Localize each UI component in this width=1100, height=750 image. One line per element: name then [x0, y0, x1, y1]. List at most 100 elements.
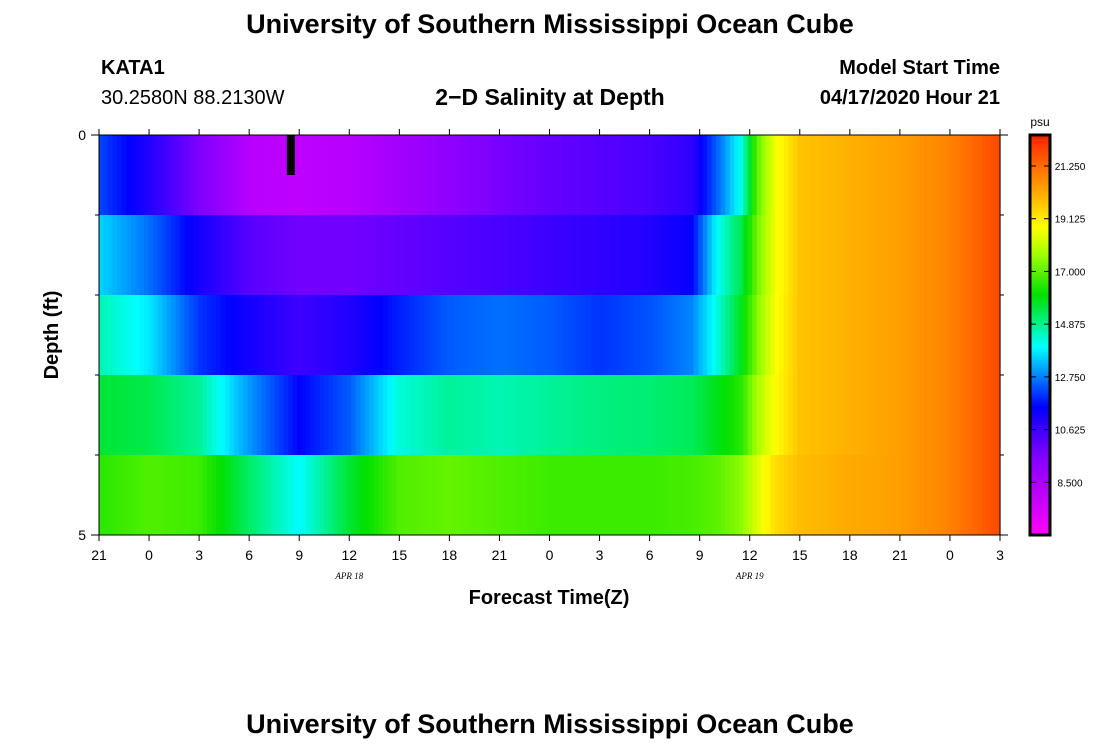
heat-cell [869, 215, 875, 295]
heat-cell [662, 375, 668, 455]
heat-cell [135, 295, 141, 375]
heat-cell [117, 135, 123, 215]
heat-cell [117, 215, 123, 295]
heat-cell [391, 455, 397, 535]
heat-cell [549, 295, 555, 375]
heat-cell [833, 375, 839, 455]
heat-cell [819, 135, 825, 215]
heat-cell [617, 135, 623, 215]
heat-cell [882, 215, 888, 295]
heat-cell [815, 135, 821, 215]
heat-cell [639, 135, 645, 215]
heat-cell [765, 295, 771, 375]
heat-cell [959, 295, 965, 375]
heat-cell [846, 455, 852, 535]
heat-cell [626, 455, 632, 535]
heat-cell [130, 455, 136, 535]
heat-cell [427, 375, 433, 455]
heat-cell [824, 455, 830, 535]
heat-cell [626, 215, 632, 295]
heat-cell [743, 135, 749, 215]
heat-cell [153, 295, 159, 375]
heat-cell [486, 215, 492, 295]
heat-cell [981, 455, 988, 535]
heat-cell [382, 135, 388, 215]
heat-cell [211, 455, 217, 535]
x-tick-label: 3 [596, 547, 604, 563]
heat-cell [972, 215, 979, 295]
heat-cell [274, 375, 280, 455]
heat-cell [770, 215, 776, 295]
heat-cell [378, 295, 384, 375]
heat-cell [846, 135, 852, 215]
heat-cell [490, 215, 497, 295]
heat-cell [801, 135, 807, 215]
heat-cell [576, 215, 582, 295]
heat-cell [301, 215, 307, 295]
heat-cell [180, 375, 186, 455]
heat-cell [743, 455, 749, 535]
heat-cell [288, 455, 294, 535]
heat-cell [918, 215, 925, 295]
x-axis: 21 0 3 6 9 12 15 18 21 0 3 6 9 12 15 18 21 0 3 APR 18 APR 19 [91, 129, 1004, 581]
heat-cell [968, 375, 974, 455]
heat-cell [189, 455, 195, 535]
heat-cell [783, 295, 789, 375]
heat-cell [436, 455, 442, 535]
heat-cell [360, 375, 366, 455]
heat-cell [297, 135, 303, 215]
heat-cell [711, 375, 717, 455]
heat-cell [229, 215, 235, 295]
heat-cell [725, 215, 731, 295]
heat-cell [828, 215, 834, 295]
heat-cell [666, 375, 672, 455]
heat-cell [864, 375, 870, 455]
heat-cell [963, 135, 970, 215]
station-id: KATA1 [101, 57, 165, 79]
heat-cell [936, 375, 943, 455]
heat-cell [193, 135, 199, 215]
heat-cell [355, 135, 361, 215]
x-tick-label: 15 [792, 547, 808, 563]
heat-cell [635, 215, 641, 295]
heat-cell [301, 375, 307, 455]
heat-cell [608, 215, 614, 295]
heat-cell [720, 375, 726, 455]
heat-cell [563, 135, 569, 215]
heat-cell [301, 455, 307, 535]
heat-cell [918, 135, 925, 215]
heat-cell [711, 295, 717, 375]
y-tick-label: 5 [78, 527, 86, 543]
heat-cell [337, 215, 343, 295]
heat-cell [234, 455, 240, 535]
heat-cell [792, 295, 798, 375]
heat-cell [752, 215, 758, 295]
heat-cell [121, 455, 127, 535]
heat-cell [657, 215, 663, 295]
heat-cell [657, 135, 663, 215]
heat-cell [378, 215, 384, 295]
heat-cell [977, 135, 983, 215]
heat-cell [554, 455, 560, 535]
heat-cell [801, 215, 807, 295]
heat-cell [495, 375, 501, 455]
x-axis-title: Forecast Time(Z) [469, 587, 630, 609]
heat-cell [171, 295, 177, 375]
heat-cell [707, 295, 713, 375]
model-start-time: 04/17/2020 Hour 21 [819, 87, 1000, 109]
heat-cell [324, 295, 330, 375]
heat-cell [405, 215, 411, 295]
heat-cell [265, 215, 271, 295]
heat-cell [734, 455, 740, 535]
heat-cell [468, 135, 474, 215]
heat-cell [788, 455, 794, 535]
heat-cell [324, 455, 330, 535]
heat-cell [337, 455, 343, 535]
heat-cell [243, 375, 249, 455]
heat-cell [927, 135, 934, 215]
heat-cell [968, 135, 974, 215]
heat-cell [472, 455, 479, 535]
heat-cell [409, 455, 415, 535]
heat-cell [950, 375, 956, 455]
heat-cell [756, 135, 762, 215]
